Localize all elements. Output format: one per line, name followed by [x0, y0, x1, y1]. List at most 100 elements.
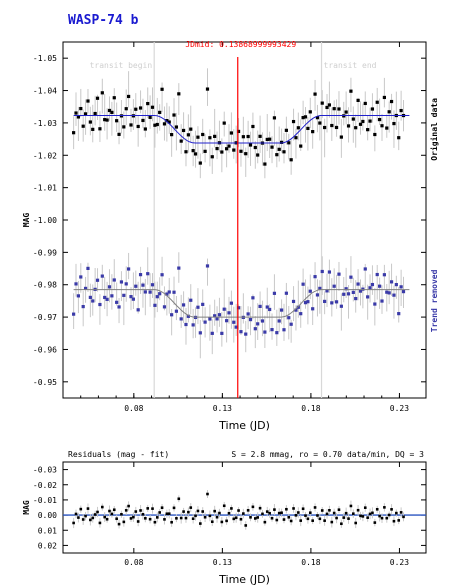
data-point	[258, 304, 262, 309]
data-point	[91, 299, 95, 303]
res-data-point	[354, 521, 358, 525]
data-point	[153, 303, 157, 307]
res-data-point	[265, 510, 269, 513]
res-data-point	[294, 514, 298, 517]
data-point	[165, 119, 169, 123]
data-point	[100, 91, 104, 95]
res-data-point	[184, 516, 188, 520]
data-point	[129, 295, 133, 299]
data-point	[110, 110, 114, 114]
data-point	[382, 273, 386, 277]
data-point	[244, 152, 248, 156]
y-tick-label: -1.04	[33, 87, 57, 96]
data-point	[246, 312, 250, 316]
res-data-point	[373, 521, 377, 524]
data-point	[332, 107, 336, 111]
data-point	[98, 302, 102, 307]
data-point	[227, 311, 231, 315]
data-point	[191, 149, 195, 153]
data-point	[131, 297, 135, 301]
data-point	[136, 124, 140, 129]
data-point	[265, 137, 269, 142]
data-point	[334, 300, 339, 304]
series-original	[72, 68, 410, 179]
res-data-point	[155, 516, 159, 519]
data-point	[122, 125, 126, 129]
res-data-point	[361, 515, 365, 518]
res-data-point	[297, 511, 300, 514]
data-point	[205, 264, 210, 268]
data-point	[397, 136, 401, 140]
res-data-point	[328, 508, 331, 512]
res-data-point	[134, 510, 138, 513]
data-point	[122, 293, 126, 297]
res-data-point	[399, 511, 403, 514]
data-point	[201, 302, 205, 306]
res-data-point	[392, 519, 396, 523]
res-y-tick-label: -0.02	[33, 481, 57, 490]
res-data-point	[363, 506, 367, 509]
res-data-point	[330, 520, 334, 524]
data-point	[110, 294, 114, 298]
res-data-point	[158, 511, 161, 514]
data-point	[289, 158, 293, 162]
res-data-point	[139, 509, 142, 512]
data-point	[225, 319, 229, 323]
res-data-point	[151, 507, 154, 510]
data-point	[198, 161, 202, 165]
data-point	[158, 292, 162, 296]
res-data-point	[86, 507, 90, 510]
data-point	[124, 107, 128, 111]
data-point	[222, 121, 226, 125]
data-point	[272, 291, 277, 295]
res-data-point	[246, 509, 250, 512]
res-data-point	[218, 511, 221, 515]
res-data-point	[165, 512, 169, 516]
res-data-point	[222, 504, 226, 508]
res-data-point	[210, 520, 214, 524]
data-point	[179, 317, 183, 321]
data-point	[356, 98, 360, 102]
res-data-point	[74, 512, 78, 516]
data-point	[227, 144, 231, 148]
data-point	[74, 111, 78, 115]
data-point	[177, 266, 181, 270]
main-plot-frame	[62, 41, 427, 399]
res-data-point	[79, 507, 83, 511]
res-data-point	[101, 505, 104, 509]
data-point	[330, 301, 334, 305]
data-point	[389, 99, 394, 104]
res-data-point	[124, 509, 128, 512]
res-data-point	[144, 517, 147, 520]
data-point	[299, 144, 303, 148]
res-data-point	[359, 514, 362, 518]
res-data-point	[203, 515, 207, 519]
res-data-point	[282, 518, 286, 521]
data-point	[263, 162, 267, 166]
res-data-point	[344, 511, 348, 515]
data-point	[303, 115, 308, 119]
data-point	[253, 327, 257, 331]
data-point	[229, 301, 233, 305]
data-point	[229, 131, 233, 135]
data-point	[83, 112, 88, 116]
data-point	[193, 152, 198, 156]
res-data-point	[215, 515, 219, 519]
res-data-point	[234, 516, 238, 520]
data-point	[387, 291, 391, 295]
res-data-point	[371, 511, 374, 515]
res-data-point	[270, 516, 274, 520]
res-data-point	[141, 513, 145, 516]
res-data-point	[230, 507, 233, 510]
data-point	[248, 318, 253, 322]
data-point	[270, 145, 274, 149]
x-axis-label: Time (JD)	[218, 419, 270, 432]
data-point	[189, 127, 193, 131]
chart-title: WASP-74 b	[68, 13, 139, 28]
model-fit-line	[73, 115, 410, 144]
data-point	[382, 95, 386, 100]
data-point	[210, 331, 214, 335]
res-data-point	[347, 517, 350, 520]
res-data-point	[313, 506, 317, 509]
